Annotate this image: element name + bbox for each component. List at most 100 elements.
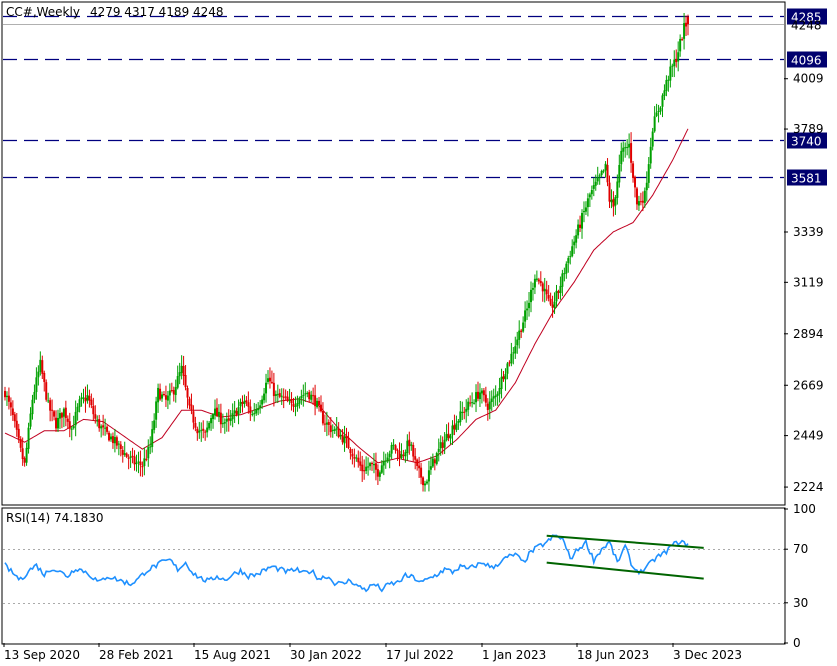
candle-body: [506, 363, 509, 374]
candle: [639, 192, 642, 206]
candle: [102, 414, 105, 436]
candle: [168, 383, 171, 405]
candle: [66, 415, 69, 429]
candle-body: [400, 454, 403, 458]
price-tick-label: 2669: [793, 378, 824, 392]
candle: [129, 450, 132, 468]
candle: [569, 250, 572, 265]
candle-body: [255, 409, 258, 414]
candle-body: [180, 365, 183, 374]
candle-body: [382, 461, 385, 466]
candle-body: [68, 421, 71, 429]
candle-body: [543, 288, 546, 292]
candle: [626, 139, 629, 156]
candle: [198, 421, 201, 439]
candle-body: [294, 405, 297, 407]
candle-body: [443, 439, 446, 448]
candle: [41, 355, 44, 380]
candle: [367, 457, 370, 476]
candle-body: [159, 388, 162, 400]
candle-body: [535, 278, 538, 280]
candle: [677, 41, 680, 72]
candle: [302, 384, 305, 407]
candle: [590, 185, 593, 200]
rsi-tick-label: 0: [793, 636, 801, 650]
candle: [241, 395, 244, 413]
candle: [365, 456, 368, 474]
candle-body: [284, 396, 287, 398]
candle: [321, 402, 324, 426]
candle-body: [37, 371, 40, 378]
candle: [135, 454, 138, 472]
candle-body: [129, 456, 132, 458]
candle-body: [263, 393, 266, 401]
candle-body: [402, 454, 405, 456]
candle: [563, 267, 566, 282]
candle-body: [84, 397, 87, 402]
candle: [217, 404, 220, 423]
price-axis: 4285 4096 3740 3581 4248 2224 2449 2669 2894 3119…: [784, 8, 827, 494]
candle: [635, 186, 638, 210]
candle: [29, 407, 32, 430]
candle: [459, 400, 462, 426]
candle: [392, 439, 395, 450]
candle-body: [569, 256, 572, 258]
candle: [641, 191, 644, 212]
candle-body: [541, 283, 544, 292]
candle: [634, 175, 637, 198]
candle-body: [679, 38, 682, 52]
candle-body: [147, 447, 150, 459]
candle: [547, 285, 550, 302]
candle: [60, 411, 63, 429]
candle-body: [249, 406, 252, 414]
candle-body: [153, 420, 156, 430]
candle-body: [217, 411, 220, 417]
candle-body: [390, 445, 393, 454]
candle: [581, 209, 584, 239]
rsi-trendline-lower[interactable]: [546, 561, 704, 580]
candle-body: [176, 376, 179, 388]
candle: [21, 437, 24, 466]
candle: [90, 393, 93, 409]
candle: [74, 400, 77, 437]
candle-body: [475, 392, 478, 403]
candle: [333, 426, 336, 434]
candle-body: [215, 407, 218, 416]
candle-body: [553, 301, 556, 308]
candle-body: [302, 394, 305, 396]
price-level-tag: 3740: [787, 132, 827, 149]
candle-body: [157, 387, 160, 403]
candle-body: [582, 211, 585, 213]
candle-body: [257, 408, 260, 411]
candle: [219, 403, 222, 434]
candle-body: [449, 435, 452, 439]
candle-body: [41, 360, 44, 374]
candle-body: [404, 452, 407, 457]
candle: [98, 414, 101, 432]
candle-body: [431, 458, 434, 467]
candle: [19, 436, 22, 453]
candle: [643, 187, 646, 208]
rsi-trendline-upper[interactable]: [546, 534, 704, 549]
candle-body: [237, 407, 240, 415]
candle: [369, 461, 372, 471]
candle: [345, 427, 348, 448]
candle-body: [80, 397, 83, 400]
candle-body: [522, 322, 525, 332]
candle-body: [115, 437, 118, 446]
candle-body: [119, 444, 122, 450]
candle-body: [620, 150, 623, 165]
candle-body: [653, 116, 656, 132]
candle-body: [349, 448, 352, 454]
candle-body: [329, 425, 332, 433]
candle-body: [367, 466, 370, 468]
candle: [253, 402, 256, 422]
candle: [522, 316, 525, 333]
candle-body: [266, 378, 269, 382]
candle-body: [480, 390, 483, 394]
candle: [416, 458, 419, 471]
candle: [649, 137, 652, 169]
candle-body: [19, 438, 22, 448]
candle: [671, 63, 674, 78]
